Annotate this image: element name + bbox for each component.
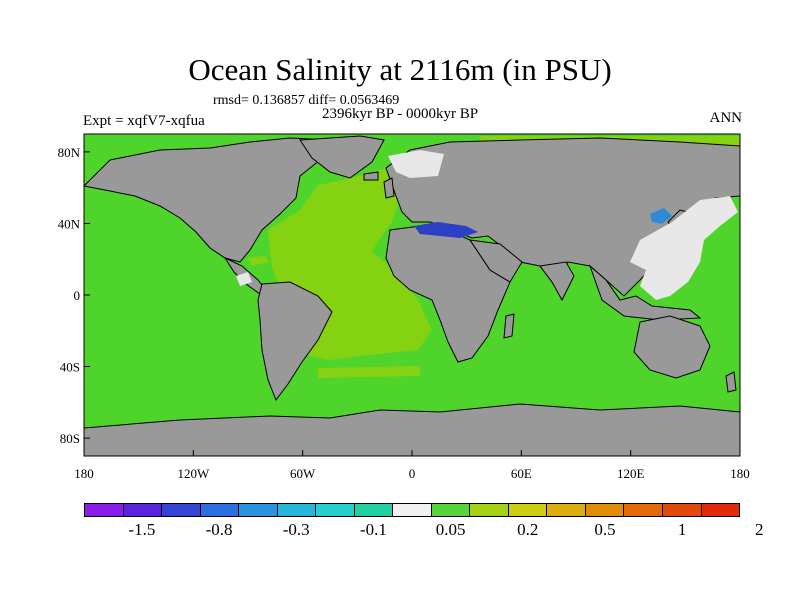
- x-tick-label: 120E: [617, 466, 645, 481]
- colorbar-label: -0.8: [205, 520, 233, 539]
- india: [539, 261, 575, 302]
- x-tick-label: 180: [74, 466, 94, 481]
- colorbar-labels: -1.5 -0.8 -0.3 -0.1 0.05 0.2 0.5 1 2: [84, 520, 763, 544]
- season-label: ANN: [709, 110, 743, 126]
- antarctica: [84, 403, 740, 456]
- southeast-asia: [588, 264, 702, 321]
- colorbar-label: 1: [677, 520, 687, 539]
- new-zealand: [725, 371, 737, 393]
- arabia: [468, 239, 523, 283]
- colorbar-box: [393, 504, 432, 516]
- x-axis: 180 120W 60W 0 60E 120E 180: [74, 450, 750, 481]
- south-america: [257, 281, 333, 402]
- x-tick-label: 180: [730, 466, 750, 481]
- colorbar-box: [470, 504, 509, 516]
- caribbean-low-anomaly: [236, 272, 252, 286]
- colorbar-box: [277, 504, 317, 516]
- colorbar-label: -0.1: [359, 520, 387, 539]
- colorbar-box: [508, 504, 548, 516]
- colorbar-label: 2: [755, 520, 764, 539]
- colorbar-box: [162, 504, 201, 516]
- x-tick-label: 60E: [511, 466, 532, 481]
- colorbar-label: -0.3: [282, 520, 310, 539]
- colorbar-label: 0.2: [517, 520, 539, 539]
- colorbar-box: [354, 504, 394, 516]
- colorbar-box: [585, 504, 625, 516]
- mediterranean-anomaly: [414, 222, 478, 238]
- colorbar-box: [431, 504, 471, 516]
- japan-sea-anomaly: [650, 208, 672, 224]
- gulf-anomaly: [248, 256, 270, 266]
- africa: [385, 225, 511, 363]
- colorbar: [84, 503, 740, 517]
- colorbar-box: [701, 504, 740, 516]
- period-text: 2396kyr BP - 0000kyr BP: [321, 106, 479, 122]
- y-tick-label: 40S: [60, 360, 80, 375]
- y-tick-label: 0: [74, 288, 81, 303]
- map-title: Ocean Salinity at 2116m (in PSU): [188, 52, 612, 87]
- colorbar-box: [547, 504, 586, 516]
- western-pacific-low-anomaly: [630, 196, 738, 300]
- madagascar: [503, 313, 515, 339]
- y-axis: 80N 40N 0 40S 80S: [58, 145, 90, 446]
- colorbar-box: [662, 504, 702, 516]
- iceland: [363, 171, 379, 181]
- north-america: [84, 137, 331, 263]
- colorbar-box: [239, 504, 278, 516]
- y-tick-label: 80N: [58, 145, 81, 160]
- colorbar-box: [123, 504, 163, 516]
- colorbar-label: 0.5: [594, 520, 616, 539]
- y-tick-label: 40N: [58, 216, 81, 231]
- arctic-low-anomaly: [388, 150, 444, 178]
- british-isles: [383, 177, 395, 199]
- australia: [633, 315, 711, 379]
- x-tick-label: 120W: [177, 466, 210, 481]
- colorbar-label: 0.05: [435, 520, 466, 539]
- x-tick-label: 0: [409, 466, 416, 481]
- colorbar-label: -1.5: [128, 520, 156, 539]
- y-tick-label: 80S: [60, 431, 80, 446]
- x-tick-label: 60W: [290, 466, 316, 481]
- colorbar-box: [316, 504, 355, 516]
- colorbar-box: [85, 504, 124, 516]
- southern-anomaly-strip: [318, 366, 420, 378]
- colorbar-box: [200, 504, 240, 516]
- colorbar-box: [624, 504, 663, 516]
- experiment-label: Expt = xqfV7-xqfua: [83, 113, 205, 129]
- greenland: [299, 135, 385, 179]
- stats-text: rmsd= 0.136857 diff= 0.0563469: [213, 93, 400, 108]
